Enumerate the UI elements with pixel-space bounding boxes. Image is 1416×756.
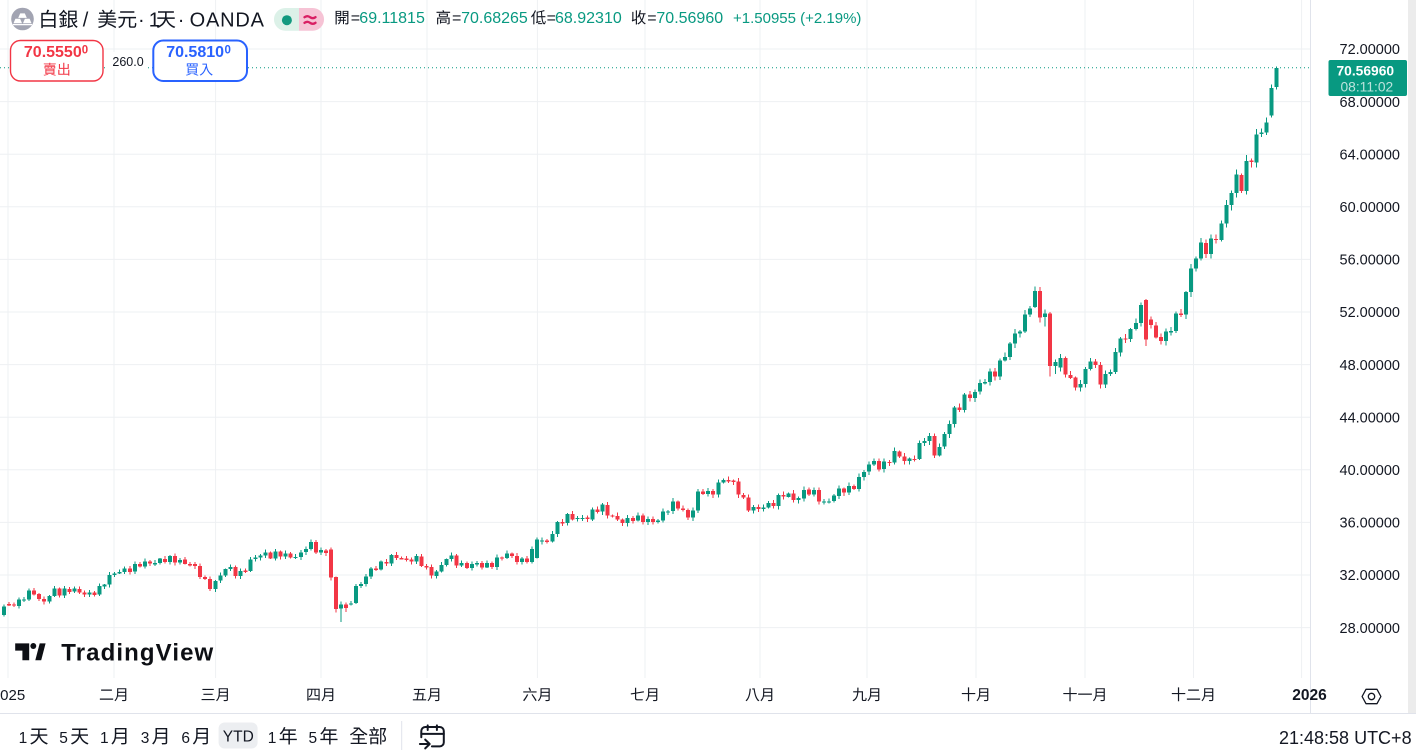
- svg-text:·: ·: [138, 10, 145, 32]
- svg-text:5: 5: [309, 730, 318, 747]
- svg-text:64.00000: 64.00000: [1340, 147, 1400, 163]
- svg-text:44.00000: 44.00000: [1340, 410, 1400, 426]
- svg-text:1: 1: [268, 730, 277, 747]
- svg-text:6: 6: [181, 730, 190, 747]
- svg-text:1: 1: [19, 730, 28, 747]
- svg-text:48.00000: 48.00000: [1340, 358, 1400, 374]
- svg-text:2026: 2026: [1292, 687, 1327, 704]
- svg-text:52.00000: 52.00000: [1340, 305, 1400, 321]
- svg-text:0: 0: [225, 44, 231, 56]
- svg-text:72.00000: 72.00000: [1340, 42, 1400, 58]
- svg-text:OANDA: OANDA: [190, 10, 265, 32]
- svg-text:5: 5: [59, 730, 68, 747]
- svg-text:28.00000: 28.00000: [1340, 621, 1400, 637]
- svg-text:YTD: YTD: [223, 729, 254, 746]
- svg-text:60.00000: 60.00000: [1340, 200, 1400, 216]
- svg-text:·: ·: [178, 10, 185, 32]
- svg-text:68.92310: 68.92310: [555, 10, 622, 27]
- svg-text:70.68265: 70.68265: [461, 10, 528, 27]
- svg-text:40.00000: 40.00000: [1340, 463, 1400, 479]
- svg-text:3: 3: [141, 730, 150, 747]
- svg-text:=: =: [452, 10, 461, 27]
- svg-text:21:48:58 UTC+8: 21:48:58 UTC+8: [1279, 728, 1412, 748]
- svg-text:TradingView: TradingView: [61, 639, 214, 666]
- svg-text:=: =: [351, 10, 360, 27]
- svg-text:=: =: [547, 10, 556, 27]
- svg-text:32.00000: 32.00000: [1340, 568, 1400, 584]
- svg-text:08:11:02: 08:11:02: [1341, 80, 1394, 95]
- svg-text:70.56960: 70.56960: [1337, 64, 1395, 79]
- svg-text:1: 1: [149, 10, 160, 32]
- svg-text:70.5550: 70.5550: [24, 44, 82, 61]
- svg-text:56.00000: 56.00000: [1340, 253, 1400, 269]
- svg-text:1: 1: [100, 730, 109, 747]
- svg-text:/: /: [83, 10, 89, 32]
- svg-text:70.5810: 70.5810: [166, 44, 224, 61]
- svg-text:70.56960: 70.56960: [656, 10, 723, 27]
- svg-text:36.00000: 36.00000: [1340, 516, 1400, 532]
- svg-text:68.00000: 68.00000: [1340, 95, 1400, 111]
- svg-text:=: =: [647, 10, 656, 27]
- svg-text:+1.50955 (+2.19%): +1.50955 (+2.19%): [733, 10, 861, 27]
- svg-text:2025: 2025: [0, 687, 25, 704]
- svg-text:69.11815: 69.11815: [359, 10, 425, 27]
- svg-text:260.0: 260.0: [112, 55, 143, 69]
- svg-text:0: 0: [82, 44, 88, 56]
